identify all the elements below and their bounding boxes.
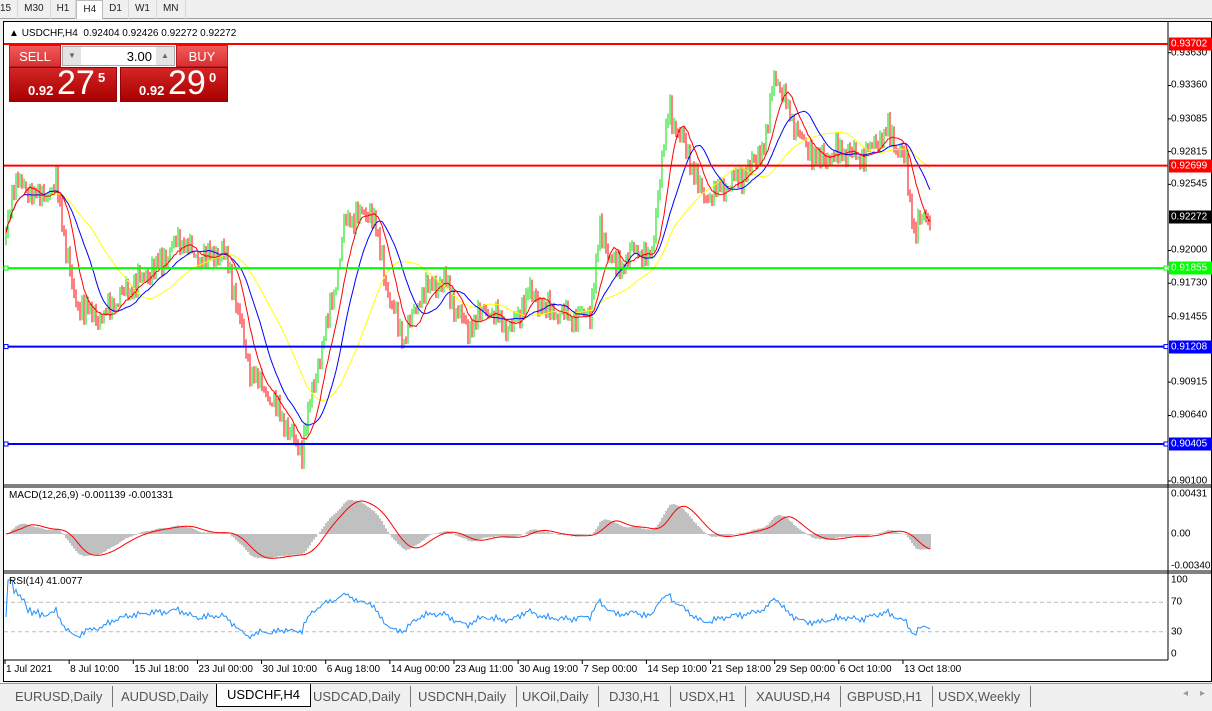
line-handle (3, 344, 9, 350)
time-tick-label: 30 Jul 10:00 (262, 664, 318, 675)
timeframe-MN[interactable]: MN (157, 0, 186, 19)
tab-usdchf-h4[interactable]: USDCHF,H4 (216, 684, 311, 707)
tab-usdcad-daily[interactable]: USDCAD,Daily (303, 686, 412, 707)
time-tick-label: 14 Sep 10:00 (647, 664, 707, 675)
time-tick-label: 1 Jul 2021 (6, 664, 53, 675)
chart-header: ▲ USDCHF,H4 0.92404 0.92426 0.92272 0.92… (9, 28, 236, 39)
price-tick-label: 0.93360 (1171, 79, 1208, 91)
tab-xauusd-h4[interactable]: XAUUSD,H4 (746, 686, 842, 707)
line-handle (1163, 265, 1169, 271)
rsi-tick-label: 100 (1171, 574, 1188, 586)
price-bars (5, 70, 931, 469)
time-tick-label: 15 Jul 18:00 (134, 664, 189, 675)
ohlc-values: 0.92404 0.92426 0.92272 0.92272 (83, 28, 237, 39)
tabs-scroll-left-icon[interactable]: ◂ (1183, 688, 1189, 699)
lot-size-input[interactable]: ▼ 3.00 ▲ (62, 46, 175, 66)
price-tick-label: 0.93085 (1171, 113, 1208, 125)
price-tick-label: 0.90915 (1171, 376, 1208, 388)
time-tick-label: 29 Sep 00:00 (775, 664, 836, 675)
line-handle (3, 265, 9, 271)
timeframe-W1[interactable]: W1 (129, 0, 157, 19)
sell-price-prefix: 0.92 (28, 83, 54, 98)
current-price-label: 0.92272 (1169, 210, 1212, 224)
macd-tick-label: 0.00431 (1171, 488, 1208, 500)
timeframe-H1[interactable]: H1 (51, 0, 77, 19)
collapse-triangle-icon[interactable]: ▲ (9, 28, 19, 39)
timeframe-15[interactable]: 15 (0, 0, 19, 19)
time-tick-label: 14 Aug 00:00 (390, 664, 450, 675)
tab-audusd-daily[interactable]: AUDUSD,Daily (111, 686, 220, 707)
tabs-scroll-right-icon[interactable]: ▸ (1200, 688, 1206, 699)
price-tick-label: 0.93630 (1171, 47, 1208, 59)
price-tick-label: 0.92000 (1171, 244, 1208, 256)
rsi-line (5, 579, 931, 640)
price-tick-label: 0.91455 (1171, 311, 1208, 323)
buy-price[interactable]: 0.92 29 0 (120, 64, 228, 102)
time-tick-label: 13 Oct 18:00 (903, 664, 962, 675)
macd-signal-line (5, 500, 931, 559)
decrease-lot-icon[interactable]: ▼ (63, 47, 81, 65)
ma-slow-line (5, 131, 931, 402)
line-handle (3, 441, 9, 447)
tab-ukoil-daily[interactable]: UKOil,Daily (512, 686, 600, 707)
buy-price-fraction: 0 (209, 70, 217, 85)
hline-price-label: 0.90405 (1169, 437, 1212, 451)
hline-price-label: 0.92699 (1169, 159, 1212, 173)
buy-button[interactable]: BUY (176, 45, 228, 67)
increase-lot-icon[interactable]: ▲ (156, 47, 174, 65)
macd-tick-label: 0.00 (1171, 528, 1191, 540)
sell-price-fraction: 5 (98, 70, 106, 85)
sell-button[interactable]: SELL (9, 45, 61, 67)
time-tick-label: 23 Jul 00:00 (198, 664, 253, 675)
rsi-tick-label: 30 (1171, 626, 1183, 638)
price-tick-label: 0.90640 (1171, 409, 1208, 421)
one-click-trading-panel: SELL ▼ 3.00 ▲ BUY 0.92 27 5 0.92 29 0 (9, 45, 228, 102)
ma-fast-line (5, 91, 931, 440)
price-tick-label: 0.92545 (1171, 178, 1208, 190)
timeframe-D1[interactable]: D1 (103, 0, 129, 19)
time-tick-label: 30 Aug 19:00 (519, 664, 579, 675)
time-tick-label: 6 Aug 18:00 (326, 664, 381, 675)
hline-price-label: 0.93702 (1169, 37, 1212, 51)
tab-usdx-h1[interactable]: USDX,H1 (669, 686, 747, 707)
time-tick-label: 7 Sep 00:00 (583, 664, 638, 675)
tab-dj30-h1[interactable]: DJ30,H1 (599, 686, 671, 707)
time-tick-label: 23 Aug 11:00 (454, 664, 514, 675)
line-handle (1163, 344, 1169, 350)
price-tick-label: 0.92815 (1171, 146, 1208, 158)
tab-eurusd-daily[interactable]: EURUSD,Daily (5, 686, 114, 707)
rsi-tick-label: 0 (1171, 648, 1177, 660)
chart-tabs: ◂ ▸ EURUSD,Daily AUDUSD,Daily USDCHF,H4 USD… (0, 683, 1212, 711)
macd-histogram (7, 499, 931, 559)
ma-mid-line (5, 110, 931, 426)
tab-usdx-weekly[interactable]: USDX,Weekly (928, 686, 1032, 707)
sell-price-pips: 27 (57, 64, 95, 102)
macd-label: MACD(12,26,9) -0.001139 -0.001331 (9, 490, 174, 501)
symbol-label: USDCHF,H4 (21, 28, 78, 39)
timeframe-H4[interactable]: H4 (76, 0, 104, 19)
tab-usdcnh-daily[interactable]: USDCNH,Daily (408, 686, 518, 707)
hline-price-label: 0.91208 (1169, 340, 1212, 354)
price-tick-label: 0.91730 (1171, 277, 1208, 289)
rsi-label: RSI(14) 41.0077 (9, 576, 83, 587)
timeframe-toolbar: 15 M30 H1 H4 D1 W1 MN (0, 0, 1212, 19)
lot-value[interactable]: 3.00 (126, 49, 152, 64)
time-tick-label: 6 Oct 10:00 (839, 664, 892, 675)
tab-gbpusd-h1[interactable]: GBPUSD,H1 (837, 686, 934, 707)
buy-price-pips: 29 (168, 64, 206, 102)
macd-tick-label: -0.003405 (1171, 560, 1212, 572)
sell-price[interactable]: 0.92 27 5 (9, 64, 117, 102)
rsi-tick-label: 70 (1171, 596, 1183, 608)
hline-price-label: 0.91855 (1169, 261, 1212, 275)
time-tick-label: 8 Jul 10:00 (70, 664, 120, 675)
buy-price-prefix: 0.92 (139, 83, 165, 98)
line-handle (1163, 441, 1169, 447)
timeframe-M30[interactable]: M30 (18, 0, 51, 19)
price-tick-label: 0.90100 (1171, 475, 1208, 487)
time-tick-label: 21 Sep 18:00 (711, 664, 772, 675)
